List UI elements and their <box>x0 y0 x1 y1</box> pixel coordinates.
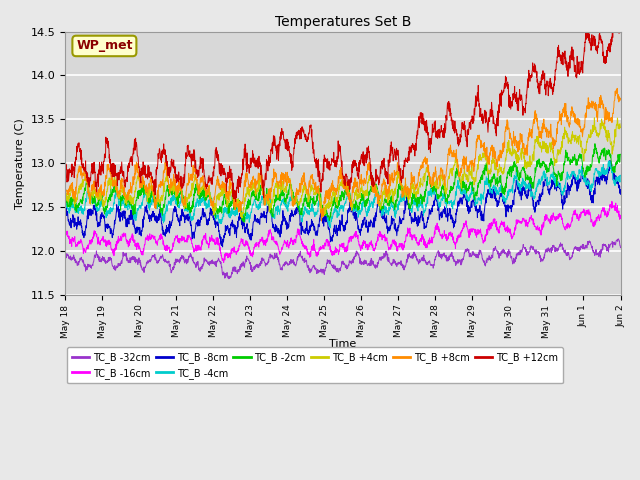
TC_B -4cm <box>332 205 339 211</box>
TC_B +8cm <box>613 85 621 91</box>
TC_B -4cm <box>605 158 612 164</box>
TC_B +8cm <box>499 147 506 153</box>
TC_B +8cm <box>61 181 69 187</box>
TC_B -32cm <box>90 259 97 265</box>
Line: TC_B +4cm: TC_B +4cm <box>65 118 621 218</box>
TC_B +12cm <box>612 9 620 14</box>
TC_B -2cm <box>601 145 609 151</box>
TC_B -8cm <box>499 198 506 204</box>
TC_B -2cm <box>499 188 506 193</box>
TC_B +8cm <box>317 208 324 214</box>
TC_B -16cm <box>332 244 339 250</box>
TC_B -32cm <box>617 245 625 251</box>
TC_B -2cm <box>591 141 599 146</box>
TC_B -8cm <box>61 205 69 211</box>
TC_B -2cm <box>61 194 69 200</box>
TC_B -32cm <box>61 258 69 264</box>
TC_B -32cm <box>614 236 622 242</box>
TC_B -8cm <box>617 192 625 197</box>
TC_B -32cm <box>601 241 609 247</box>
Legend: TC_B -32cm, TC_B -16cm, TC_B -8cm, TC_B -4cm, TC_B -2cm, TC_B +4cm, TC_B +8cm, T: TC_B -32cm, TC_B -16cm, TC_B -8cm, TC_B … <box>67 347 563 384</box>
TC_B -2cm <box>90 196 97 202</box>
TC_B -16cm <box>317 247 324 252</box>
TC_B +4cm <box>90 194 97 200</box>
TC_B +4cm <box>317 195 324 201</box>
Title: Temperatures Set B: Temperatures Set B <box>275 15 411 29</box>
TC_B +12cm <box>499 89 506 95</box>
TC_B -8cm <box>219 244 227 250</box>
TC_B +4cm <box>601 127 609 133</box>
TC_B -4cm <box>600 168 608 173</box>
TC_B +8cm <box>617 96 625 101</box>
Line: TC_B -8cm: TC_B -8cm <box>65 160 621 247</box>
TC_B -32cm <box>332 265 339 271</box>
TC_B -4cm <box>499 193 506 199</box>
Line: TC_B -32cm: TC_B -32cm <box>65 239 621 279</box>
TC_B -8cm <box>332 231 339 237</box>
TC_B +12cm <box>332 164 339 169</box>
TC_B -32cm <box>225 276 232 282</box>
TC_B -4cm <box>61 197 69 203</box>
Line: TC_B -16cm: TC_B -16cm <box>65 201 621 263</box>
TC_B -32cm <box>317 266 324 272</box>
TC_B +4cm <box>499 169 506 175</box>
TC_B -2cm <box>241 219 248 225</box>
TC_B -16cm <box>499 219 506 225</box>
TC_B +8cm <box>600 113 608 119</box>
TC_B -8cm <box>90 203 97 208</box>
TC_B +8cm <box>317 218 325 224</box>
TC_B -16cm <box>608 198 616 204</box>
Line: TC_B +12cm: TC_B +12cm <box>65 12 621 202</box>
TC_B +4cm <box>61 193 69 199</box>
TC_B +12cm <box>317 181 324 187</box>
TC_B -16cm <box>220 260 228 265</box>
TC_B +8cm <box>332 188 339 194</box>
Text: WP_met: WP_met <box>76 39 132 52</box>
X-axis label: Time: Time <box>329 339 356 349</box>
Line: TC_B +8cm: TC_B +8cm <box>65 88 621 221</box>
TC_B +4cm <box>601 125 609 131</box>
TC_B +4cm <box>591 115 598 120</box>
TC_B -8cm <box>600 170 608 176</box>
TC_B +12cm <box>90 160 97 166</box>
TC_B +12cm <box>61 168 69 173</box>
TC_B -8cm <box>317 211 324 216</box>
TC_B +12cm <box>600 54 608 60</box>
TC_B -4cm <box>317 199 324 205</box>
TC_B +8cm <box>90 182 97 188</box>
TC_B -16cm <box>601 209 609 215</box>
TC_B -8cm <box>606 157 614 163</box>
TC_B +8cm <box>601 121 609 127</box>
Y-axis label: Temperature (C): Temperature (C) <box>15 118 25 209</box>
TC_B -2cm <box>601 146 609 152</box>
TC_B -2cm <box>617 151 625 157</box>
TC_B -4cm <box>601 171 609 177</box>
TC_B +12cm <box>232 199 239 204</box>
TC_B -16cm <box>600 205 608 211</box>
TC_B +12cm <box>617 24 625 30</box>
TC_B -2cm <box>317 191 324 197</box>
TC_B +4cm <box>238 215 246 221</box>
TC_B -16cm <box>90 235 97 240</box>
TC_B +4cm <box>617 125 625 131</box>
TC_B -16cm <box>617 216 625 221</box>
TC_B +12cm <box>601 60 609 66</box>
Line: TC_B -2cm: TC_B -2cm <box>65 144 621 222</box>
TC_B -32cm <box>499 248 506 253</box>
TC_B -4cm <box>90 200 97 205</box>
TC_B -8cm <box>601 173 609 179</box>
TC_B -4cm <box>326 225 334 231</box>
Line: TC_B -4cm: TC_B -4cm <box>65 161 621 228</box>
TC_B -2cm <box>332 197 339 203</box>
TC_B -32cm <box>600 242 608 248</box>
TC_B +4cm <box>332 194 339 200</box>
TC_B -16cm <box>61 233 69 239</box>
TC_B -4cm <box>617 172 625 178</box>
